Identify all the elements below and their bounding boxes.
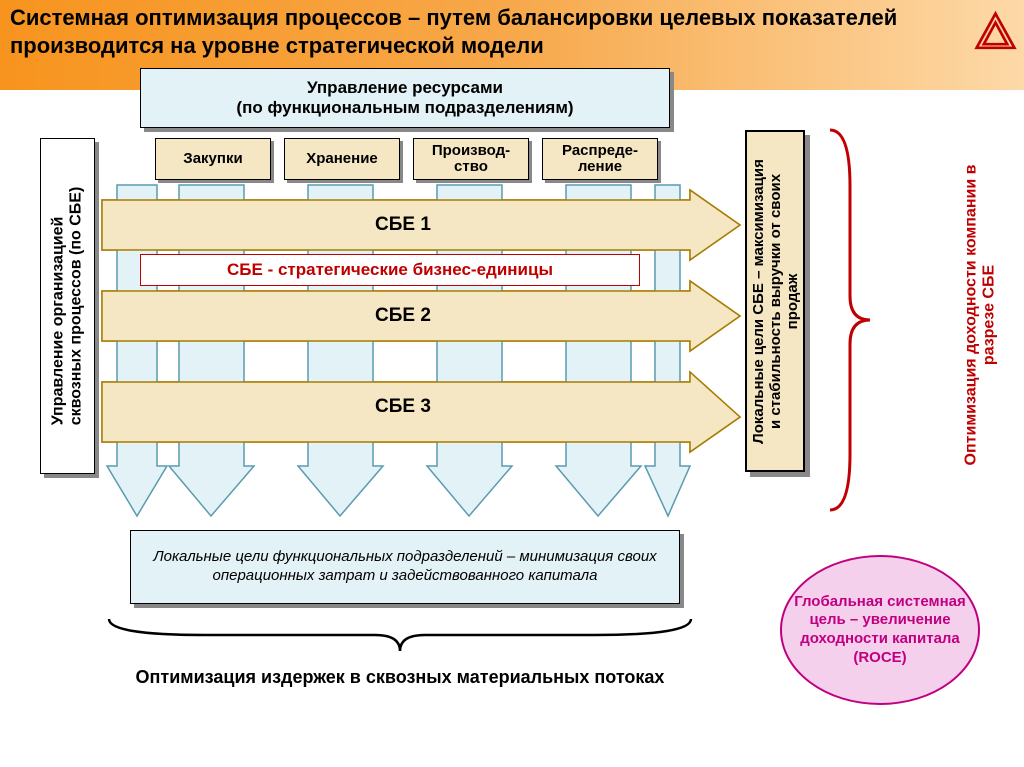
global-goal-ellipse: Глобальная системная цель – увеличение д… [780,555,980,705]
org-mgmt-text: Управление организациейсквозных процессо… [50,187,86,426]
resource-mgmt-box: Управление ресурсами (по функциональным … [140,68,670,128]
sbe-1-label: СБЕ 1 [375,214,431,236]
mgmt-line1: Управление ресурсами [307,78,503,98]
func-box-purchasing: Закупки [155,138,271,180]
bottom-brace-icon [105,615,695,655]
sbe-definition-note: СБЕ - стратегические бизнес-единицы [140,254,640,286]
func-box-storage: Хранение [284,138,400,180]
local-goals-sbe-box: Локальные цели СБЕ – максимизацияи стаби… [745,130,805,472]
sbe-2-label: СБЕ 2 [375,305,431,327]
local-goals-sbe-text: Локальные цели СБЕ – максимизацияи стаби… [750,159,801,444]
penrose-logo-icon [973,10,1018,55]
func-local-goals-box: Локальные цели функциональных подразделе… [130,530,680,604]
sbe-3-label: СБЕ 3 [375,396,431,418]
cost-optimization-label: Оптимизация издержек в сквозных материал… [105,666,695,689]
func-box-distribution: Распреде-ление [542,138,658,180]
right-brace-icon [820,126,875,514]
org-mgmt-vertical-box: Управление организациейсквозных процессо… [40,138,95,474]
profitability-opt-vlabel: Оптимизация доходности компании вразрезе… [960,115,1000,515]
profitability-opt-text: Оптимизация доходности компании вразрезе… [962,165,998,466]
mgmt-line2: (по функциональным подразделениям) [236,98,573,118]
page-title: Системная оптимизация процессов – путем … [10,4,970,59]
func-box-production: Производ-ство [413,138,529,180]
